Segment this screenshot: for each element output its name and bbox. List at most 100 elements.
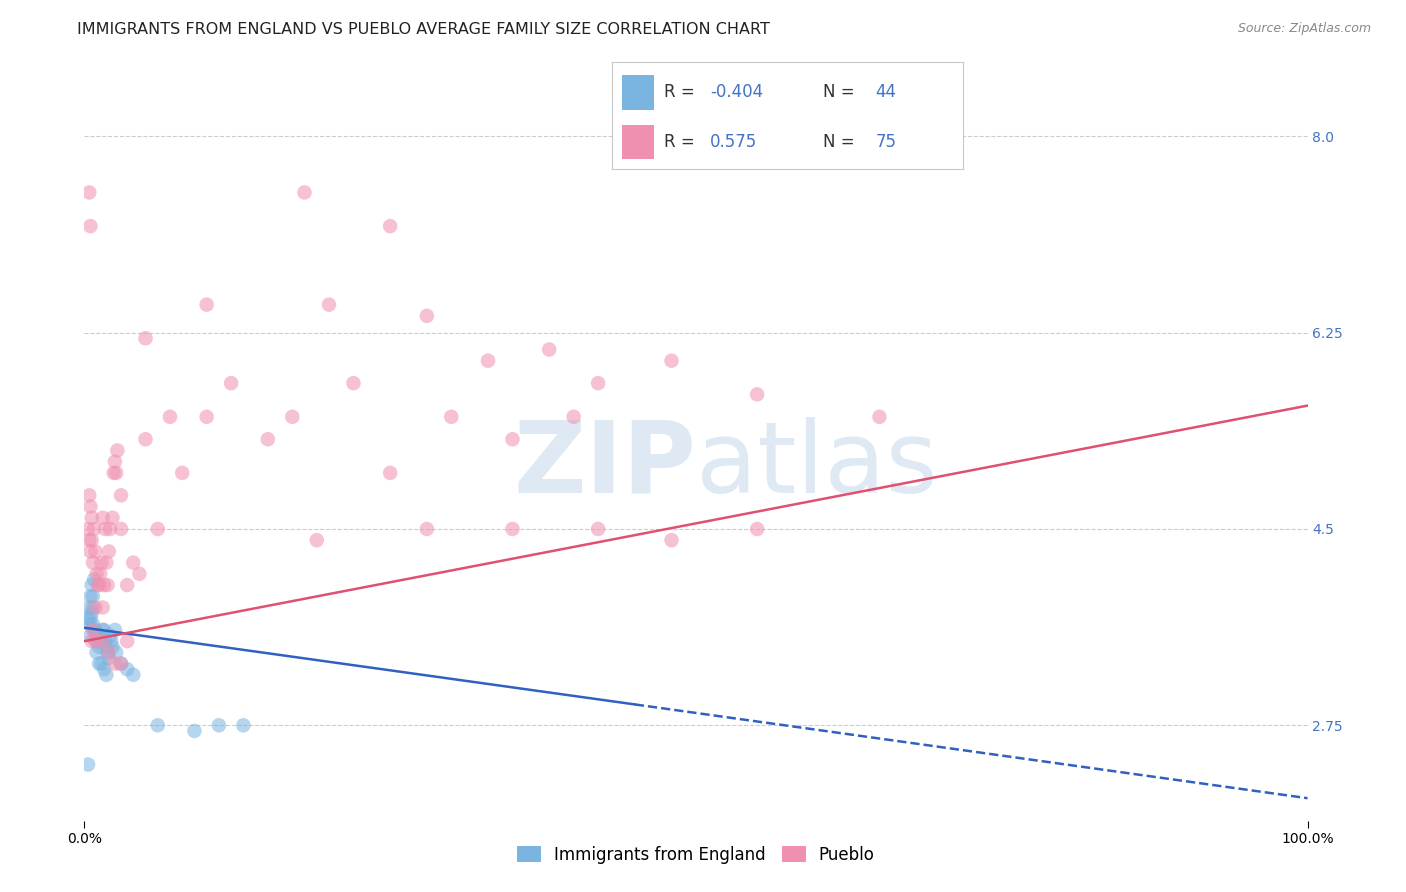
Point (79, 612, 101, 626)
Point (195, 409, 218, 424)
Point (232, 718, 254, 732)
Text: IMMIGRANTS FROM ENGLAND VS PUEBLO AVERAGE FAMILY SIZE CORRELATION CHART: IMMIGRANTS FROM ENGLAND VS PUEBLO AVERAG… (77, 22, 770, 37)
Point (380, 466, 402, 480)
Point (172, 466, 194, 480)
Point (342, 376, 364, 391)
Point (94, 522, 117, 536)
Point (661, 533, 683, 548)
Point (80, 510, 103, 524)
Point (89, 566, 111, 581)
Point (86, 634, 108, 648)
Point (219, 376, 242, 391)
Text: 44: 44 (876, 84, 896, 102)
Point (380, 219, 402, 233)
Text: R =: R = (665, 133, 700, 151)
Point (82, 589, 104, 603)
Point (90, 657, 112, 671)
Point (82, 556, 104, 570)
Point (77, 186, 100, 200)
Point (83, 623, 105, 637)
Point (257, 432, 280, 446)
Point (77, 533, 100, 548)
Point (115, 662, 138, 676)
Point (477, 353, 499, 368)
Point (79, 628, 101, 642)
Point (87, 578, 110, 592)
Point (135, 432, 157, 446)
Point (86, 645, 108, 659)
Text: Source: ZipAtlas.com: Source: ZipAtlas.com (1237, 22, 1371, 36)
Point (110, 488, 132, 502)
Point (586, 376, 609, 391)
Point (318, 298, 340, 312)
Point (91, 600, 114, 615)
Point (84, 623, 107, 637)
Point (416, 522, 439, 536)
Point (77, 488, 100, 502)
Point (146, 718, 169, 732)
Point (79, 589, 101, 603)
Point (96, 668, 118, 682)
Point (80, 578, 103, 592)
Point (159, 409, 181, 424)
Point (87, 657, 110, 671)
Text: atlas: atlas (696, 417, 938, 514)
Point (82, 600, 104, 615)
Point (305, 533, 328, 548)
Point (77, 757, 100, 772)
Point (416, 309, 439, 323)
Point (87, 578, 110, 592)
Point (90, 556, 112, 570)
Point (80, 606, 103, 620)
Point (105, 645, 128, 659)
Point (91, 623, 114, 637)
Point (96, 556, 118, 570)
Point (94, 634, 117, 648)
Point (115, 634, 138, 648)
Point (87, 634, 110, 648)
Point (101, 640, 124, 654)
Point (115, 578, 138, 592)
Point (100, 634, 122, 648)
Point (84, 600, 107, 615)
Point (77, 617, 100, 632)
Point (104, 623, 127, 637)
Text: N =: N = (823, 84, 859, 102)
Point (294, 186, 316, 200)
Point (747, 387, 769, 401)
Point (97, 578, 120, 592)
Point (79, 500, 101, 514)
Point (97, 645, 120, 659)
Point (747, 522, 769, 536)
Bar (621, 125, 654, 159)
Point (869, 409, 891, 424)
Point (101, 510, 124, 524)
Point (96, 640, 118, 654)
Point (93, 578, 115, 592)
Point (183, 723, 205, 738)
Point (146, 522, 169, 536)
Point (97, 651, 120, 665)
Point (84, 544, 107, 558)
Point (80, 634, 103, 648)
Point (122, 668, 145, 682)
Point (195, 298, 218, 312)
Point (110, 522, 132, 536)
Point (538, 343, 561, 357)
Legend: Immigrants from England, Pueblo: Immigrants from England, Pueblo (517, 847, 875, 864)
Point (97, 544, 120, 558)
Text: 75: 75 (876, 133, 896, 151)
Text: R =: R = (665, 84, 700, 102)
Point (93, 623, 115, 637)
Point (586, 522, 609, 536)
Point (502, 522, 524, 536)
Point (562, 409, 585, 424)
Point (89, 634, 111, 648)
Point (79, 544, 101, 558)
Point (80, 533, 103, 548)
Point (104, 455, 127, 469)
Text: ZIP: ZIP (513, 417, 696, 514)
Point (208, 718, 231, 732)
Point (87, 640, 110, 654)
Point (82, 617, 104, 632)
